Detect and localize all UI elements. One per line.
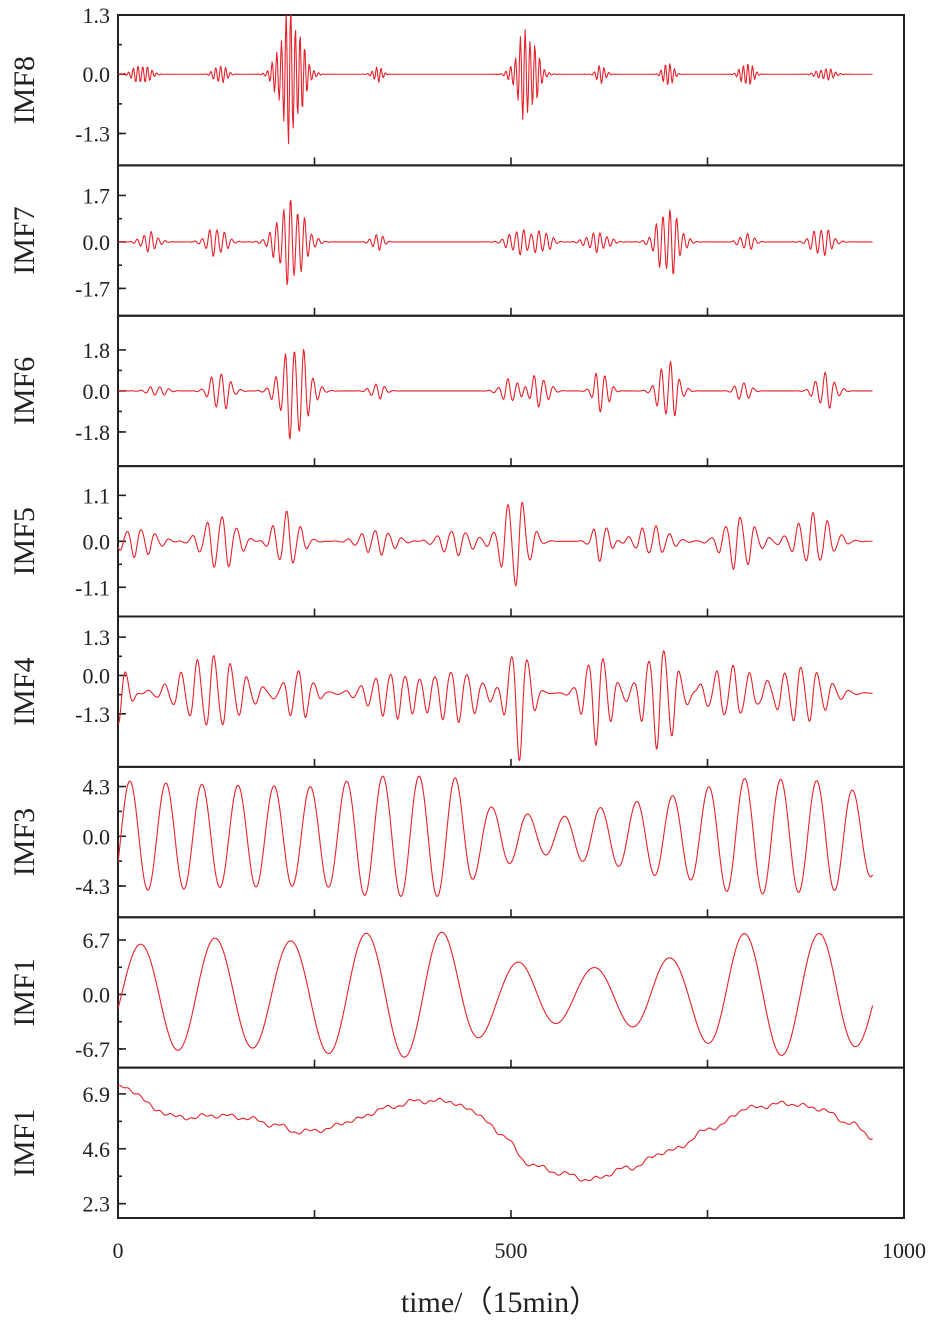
- y-tick-label: 0.0: [83, 824, 111, 849]
- y-tick-label: 6.9: [83, 1082, 111, 1107]
- y-tick-label: -4.3: [75, 874, 110, 899]
- x-tick-label: 500: [495, 1238, 528, 1263]
- panel-7: 6.7 0.0 -6.7 IMF1: [8, 916, 905, 1069]
- series-line: [118, 501, 873, 587]
- y-tick-label: 0.0: [83, 982, 111, 1007]
- y-tick-label: 1.3: [83, 3, 111, 28]
- y-tick-label: 0.0: [83, 230, 111, 255]
- panel-name: IMF3: [8, 808, 41, 876]
- y-tick-label: 1.8: [83, 338, 111, 363]
- y-tick-label: 1.3: [83, 625, 111, 650]
- x-tick-label: 1000: [882, 1238, 926, 1263]
- panel-frame: [117, 14, 905, 167]
- x-axis-title: time/（15min）: [401, 1286, 599, 1319]
- y-tick-label: -1.7: [75, 276, 110, 301]
- y-tick-label: 0.0: [83, 529, 111, 554]
- series-line: [118, 15, 873, 145]
- panel-frame: [117, 615, 905, 768]
- panel-name: IMF1: [8, 958, 41, 1026]
- y-tick-label: -1.1: [75, 575, 110, 600]
- y-tick-label: 1.1: [83, 483, 111, 508]
- y-tick-label: -1.3: [75, 702, 110, 727]
- y-tick-label: 4.3: [83, 775, 111, 800]
- series-line: [118, 1084, 873, 1182]
- series-line: [118, 775, 874, 897]
- y-tick-label: -6.7: [75, 1037, 110, 1062]
- panel-name: IMF5: [8, 507, 41, 575]
- panel-1: 1.3 0.0 -1.3 IMF8: [8, 3, 905, 167]
- panel-3: 1.8 0.0 -1.8 IMF6: [8, 314, 905, 468]
- panel-frame: [117, 465, 905, 618]
- y-tick-label: 4.6: [83, 1137, 111, 1162]
- series-line: [118, 931, 874, 1058]
- y-tick-label: -1.8: [75, 420, 110, 445]
- panel-frame: [117, 1066, 905, 1219]
- series-line: [118, 349, 873, 440]
- series-line: [118, 199, 873, 286]
- y-tick-label: 0.0: [83, 379, 111, 404]
- y-tick-label: 6.7: [83, 928, 111, 953]
- panel-6: 4.3 0.0 -4.3 IMF3: [8, 765, 905, 919]
- y-tick-label: -1.3: [75, 121, 110, 146]
- panel-name: IMF6: [8, 357, 41, 425]
- panel-name: IMF8: [8, 56, 41, 124]
- panels-layer: 1.3 0.0 -1.3 IMF8 1.7 0.0 -1.7 IMF7 1.8 0.0 -1.8 IM…: [8, 3, 905, 1219]
- x-axis: 0 500 1000: [113, 1238, 927, 1263]
- panel-4: 1.1 0.0 -1.1 IMF5: [8, 465, 905, 618]
- y-tick-label: 0.0: [83, 663, 111, 688]
- x-tick-label: 0: [113, 1238, 124, 1263]
- panel-name: IMF7: [8, 206, 41, 274]
- panel-2: 1.7 0.0 -1.7 IMF7: [8, 164, 905, 317]
- panel-5: 1.3 0.0 -1.3 IMF4: [8, 615, 905, 768]
- panel-frame: [117, 916, 905, 1069]
- panel-8: 6.9 4.6 2.3 IMF1: [8, 1066, 905, 1219]
- panel-name: IMF1: [8, 1109, 41, 1177]
- panel-name: IMF4: [8, 658, 41, 726]
- y-tick-label: 2.3: [83, 1192, 111, 1217]
- y-tick-label: 1.7: [83, 183, 111, 208]
- series-line: [118, 650, 873, 762]
- y-tick-label: 0.0: [83, 62, 111, 87]
